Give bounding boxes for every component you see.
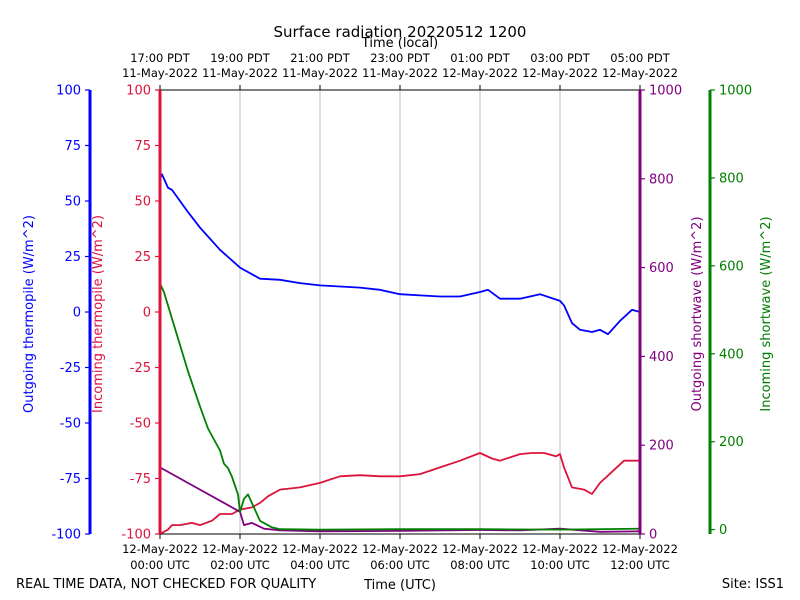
y-axis-out_thermo: -100 -75 -50 -25 0 25 50 75 100 Outgoing thermopi… [22,84,92,543]
y-tick-label-out_thermo: 25 [64,250,81,265]
y-tick-label-in_thermo: 50 [134,195,151,210]
y-axis-label-in_thermo: Incoming thermopile (W/m^2) [91,215,106,413]
y-tick-label-out_thermo: -50 [60,417,81,432]
y-axis-label-out_thermo: Outgoing thermopile (W/m^2) [22,215,37,413]
x-tick-label-utc-time: 04:00 UTC [290,558,350,572]
x-tick-label-local-time: 05:00 PDT [610,51,671,65]
x-tick-label-local-time: 03:00 PDT [530,51,591,65]
y-axes: -100 -75 -50 -25 0 25 50 75 100 Outgoing thermopi… [22,84,774,543]
y-tick-label-out_sw: 0 [649,528,657,543]
x-tick-label-utc-time: 08:00 UTC [450,558,510,572]
x-tick-label-local-date: 12-May-2022 [522,66,598,80]
y-tick-label-in_sw: 200 [719,435,744,450]
top-x-axis-label: Time (local) [361,36,438,51]
x-tick-label-local-time: 21:00 PDT [290,51,351,65]
x-tick-label-local-date: 12-May-2022 [442,66,518,80]
y-tick-label-out_thermo: 0 [73,306,81,321]
x-tick-label-utc-date: 12-May-2022 [602,542,678,556]
x-tick-label-utc-time: 00:00 UTC [130,558,190,572]
y-tick-label-out_thermo: 100 [56,84,81,99]
x-tick-label-utc-date: 12-May-2022 [442,542,518,556]
vertical-gridlines [239,90,561,534]
y-tick-label-in_thermo: 100 [126,84,151,99]
y-tick-label-in_thermo: -50 [130,417,151,432]
x-tick-label-utc-date: 12-May-2022 [282,542,358,556]
series-outgoing-thermopile [159,173,641,336]
y-tick-label-in_sw: 800 [719,171,744,186]
y-tick-label-out_thermo: -75 [60,472,81,487]
y-tick-label-out_thermo: 50 [64,195,81,210]
y-tick-label-out_sw: 400 [649,350,674,365]
x-tick-label-local-date: 11-May-2022 [362,66,438,80]
x-tick-label-local-date: 11-May-2022 [282,66,358,80]
data-series [159,173,641,535]
x-tick-label-local-date: 12-May-2022 [602,66,678,80]
y-tick-label-in_sw: 0 [719,523,727,538]
y-tick-label-in_thermo: 0 [143,306,151,321]
x-tick-label-utc-time: 02:00 UTC [210,558,270,572]
y-axis-in_thermo: -100 -75 -50 -25 0 25 50 75 100 Incoming thermopi… [91,84,162,543]
y-tick-label-out_sw: 600 [649,261,674,276]
y-tick-label-out_thermo: 75 [64,139,81,154]
y-axis-in_sw: 0 200 400 600 800 1000 Incoming shortwave (W/m… [708,84,774,538]
x-tick-label-local-time: 23:00 PDT [370,51,431,65]
y-axis-label-out_sw: Outgoing shortwave (W/m^2) [690,216,705,411]
x-tick-label-utc-time: 06:00 UTC [370,558,430,572]
x-tick-label-utc-date: 12-May-2022 [202,542,278,556]
bottom-x-axis-label: Time (UTC) [363,578,436,593]
y-tick-label-out_sw: 1000 [649,84,682,99]
y-tick-label-out_thermo: -25 [60,361,81,376]
site-label: Site: ISS1 [722,577,784,592]
y-tick-label-in_thermo: -25 [130,361,151,376]
y-tick-label-out_thermo: -100 [51,528,81,543]
y-axis-out_sw: 0 200 400 600 800 1000 Outgoing shortwave (W/m… [638,84,705,543]
series-incoming-thermopile [159,452,640,535]
y-tick-label-in_sw: 600 [719,259,744,274]
y-axis-label-in_sw: Incoming shortwave (W/m^2) [759,216,774,411]
x-tick-label-utc-date: 12-May-2022 [122,542,198,556]
x-tick-label-utc-date: 12-May-2022 [522,542,598,556]
y-tick-label-in_thermo: 25 [134,250,151,265]
x-tick-label-utc-date: 12-May-2022 [362,542,438,556]
x-tick-label-local-time: 19:00 PDT [210,51,271,65]
series-incoming-shortwave [159,283,641,531]
y-tick-label-out_sw: 200 [649,439,674,454]
chart-title: Surface radiation 20220512 1200 [274,23,527,41]
y-tick-label-in_thermo: -100 [121,528,151,543]
x-tick-label-local-date: 11-May-2022 [122,66,198,80]
x-tick-label-utc-time: 12:00 UTC [610,558,670,572]
x-axes: 12-May-2022 00:00 UTC 12-May-2022 02:00 UTC… [122,51,678,572]
x-tick-label-local-time: 01:00 PDT [450,51,511,65]
y-tick-label-in_thermo: 75 [134,139,151,154]
quality-warning: REAL TIME DATA, NOT CHECKED FOR QUALITY [16,577,316,592]
y-tick-label-out_sw: 800 [649,172,674,187]
x-tick-label-utc-time: 10:00 UTC [530,558,590,572]
x-tick-label-local-time: 17:00 PDT [130,51,191,65]
y-tick-label-in_sw: 1000 [719,84,752,99]
y-tick-label-in_thermo: -75 [130,472,151,487]
x-tick-label-local-date: 11-May-2022 [202,66,278,80]
y-tick-label-in_sw: 400 [719,347,744,362]
